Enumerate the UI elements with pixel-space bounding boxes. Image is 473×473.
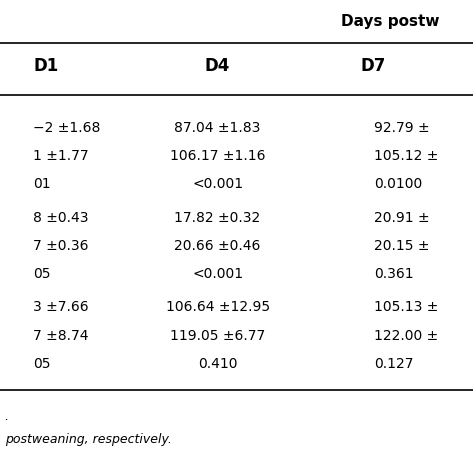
Text: 20.15 ±: 20.15 ± — [374, 239, 429, 253]
Text: 7 ±8.74: 7 ±8.74 — [33, 329, 88, 343]
Text: D7: D7 — [361, 57, 386, 75]
Text: 0.0100: 0.0100 — [374, 177, 422, 192]
Text: 20.66 ±0.46: 20.66 ±0.46 — [175, 239, 261, 253]
Text: 87.04 ±1.83: 87.04 ±1.83 — [175, 121, 261, 135]
Text: <0.001: <0.001 — [192, 177, 243, 192]
Text: 0.127: 0.127 — [374, 357, 413, 371]
Text: 119.05 ±6.77: 119.05 ±6.77 — [170, 329, 265, 343]
Text: 05: 05 — [33, 357, 51, 371]
Text: postweaning, respectively.: postweaning, respectively. — [5, 433, 172, 447]
Text: −2 ±1.68: −2 ±1.68 — [33, 121, 100, 135]
Text: 05: 05 — [33, 267, 51, 281]
Text: 106.64 ±12.95: 106.64 ±12.95 — [166, 300, 270, 315]
Text: 17.82 ±0.32: 17.82 ±0.32 — [175, 210, 261, 225]
Text: <0.001: <0.001 — [192, 267, 243, 281]
Text: 122.00 ±: 122.00 ± — [374, 329, 438, 343]
Text: 8 ±0.43: 8 ±0.43 — [33, 210, 88, 225]
Text: 0.410: 0.410 — [198, 357, 237, 371]
Text: 01: 01 — [33, 177, 51, 192]
Text: 106.17 ±1.16: 106.17 ±1.16 — [170, 149, 265, 163]
Text: 20.91 ±: 20.91 ± — [374, 210, 429, 225]
Text: 3 ±7.66: 3 ±7.66 — [33, 300, 89, 315]
Text: D1: D1 — [33, 57, 58, 75]
Text: 1 ±1.77: 1 ±1.77 — [33, 149, 89, 163]
Text: 105.12 ±: 105.12 ± — [374, 149, 438, 163]
Text: 0.361: 0.361 — [374, 267, 413, 281]
Text: Days postw: Days postw — [341, 14, 439, 29]
Text: 7 ±0.36: 7 ±0.36 — [33, 239, 88, 253]
Text: 92.79 ±: 92.79 ± — [374, 121, 429, 135]
Text: D4: D4 — [205, 57, 230, 75]
Text: .: . — [5, 410, 9, 423]
Text: 105.13 ±: 105.13 ± — [374, 300, 438, 315]
